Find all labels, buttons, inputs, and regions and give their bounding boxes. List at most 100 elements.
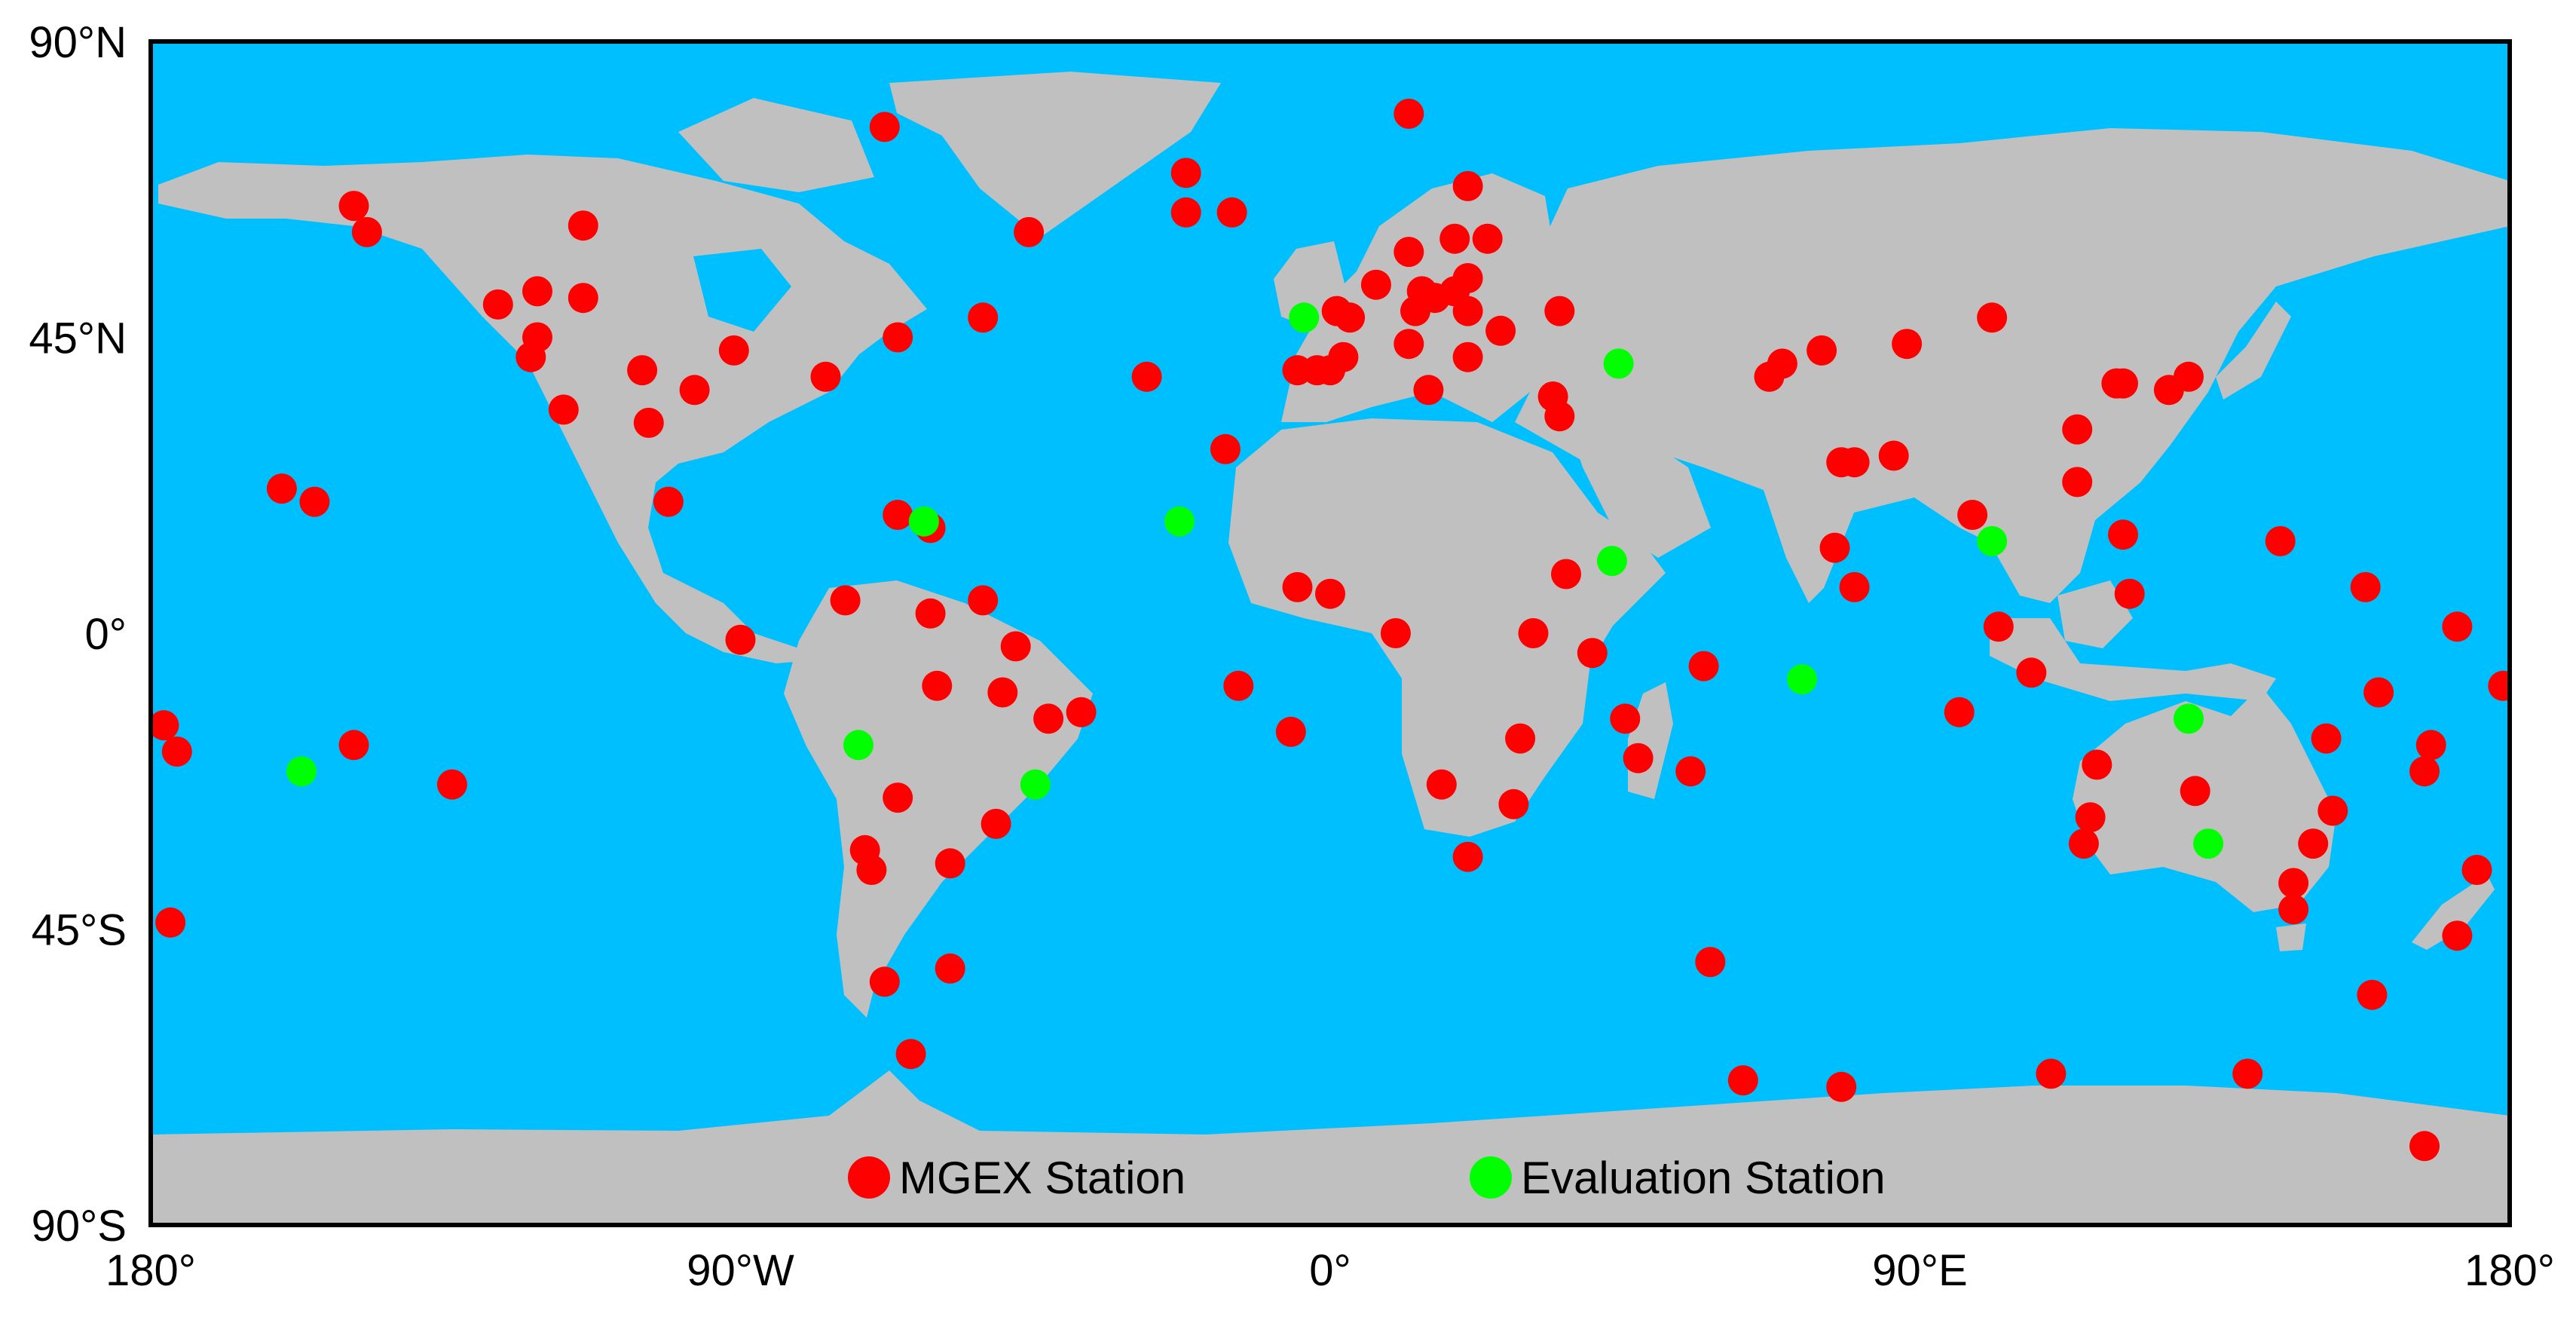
mgex-station-marker xyxy=(830,585,861,616)
evaluation-station-marker xyxy=(1020,769,1051,800)
legend-evaluation-label: Evaluation Station xyxy=(1521,1153,1886,1203)
evaluation-station-marker xyxy=(286,756,317,787)
longitude-tick-label: 0° xyxy=(1309,1246,1351,1295)
antarctica-landmass xyxy=(151,1070,2510,1225)
latitude-tick-label: 0° xyxy=(85,610,127,659)
mgex-station-marker xyxy=(1977,302,2008,333)
mgex-station-marker xyxy=(299,486,330,517)
mgex-station-marker xyxy=(2180,776,2210,807)
mgex-station-marker xyxy=(1360,269,1391,300)
mgex-station-marker xyxy=(1282,571,1313,602)
land-layer xyxy=(151,72,2510,1225)
evaluation-station-markers xyxy=(286,302,2224,859)
mgex-station-marker xyxy=(2317,795,2348,826)
mgex-station-marker xyxy=(1033,703,1064,734)
mgex-station-marker xyxy=(2265,525,2296,556)
hudson-bay-water xyxy=(693,249,791,332)
latitude-tick-labels: 90°N 45°N 0° 45°S 90°S xyxy=(29,18,127,1251)
mgex-station-marker xyxy=(1505,723,1536,754)
mgex-station-marker xyxy=(522,276,552,307)
mgex-station-marker xyxy=(1066,697,1097,727)
evaluation-station-marker xyxy=(2193,828,2224,859)
evaluation-station-marker xyxy=(908,506,939,537)
mgex-station-marker xyxy=(2350,571,2381,602)
mgex-station-marker xyxy=(1380,618,1411,648)
mgex-station-marker xyxy=(1452,841,1483,872)
mgex-station-marker xyxy=(869,112,900,142)
mgex-station-marker xyxy=(1610,703,1641,734)
latitude-tick-label: 45°S xyxy=(32,906,127,955)
mgex-station-marker xyxy=(633,407,664,438)
mgex-station-marker xyxy=(2068,828,2099,859)
mgex-station-marker xyxy=(548,394,579,425)
mgex-station-marker xyxy=(1577,638,1608,669)
mgex-station-marker xyxy=(968,585,999,616)
mgex-station-marker xyxy=(1878,440,1909,471)
mgex-station-marker xyxy=(2363,677,2394,708)
mgex-station-marker xyxy=(2036,1058,2067,1089)
southeast-asia-islands-landmass xyxy=(1990,618,2276,701)
mgex-station-marker xyxy=(1807,335,1837,366)
mgex-station-marker xyxy=(338,191,369,222)
mgex-station-marker xyxy=(1275,716,1306,747)
mgex-station-marker xyxy=(2114,578,2145,609)
mgex-station-marker xyxy=(653,486,684,517)
mgex-station-marker xyxy=(1826,447,1857,478)
mgex-station-marker xyxy=(1892,329,1923,360)
latitude-tick-label: 45°N xyxy=(29,314,127,363)
mgex-station-marker xyxy=(1014,216,1045,247)
mgex-station-marker xyxy=(1426,769,1457,800)
mgex-station-marker xyxy=(1727,1065,1758,1096)
japan-landmass xyxy=(2216,302,2291,400)
latitude-tick-label: 90°S xyxy=(32,1202,127,1251)
mgex-station-marker xyxy=(915,598,946,629)
mgex-station-marker xyxy=(1518,618,1549,648)
map-frame xyxy=(148,39,2512,1227)
mgex-station-marker xyxy=(155,907,186,938)
mgex-station-marker xyxy=(2357,979,2388,1010)
mgex-station-marker xyxy=(436,769,467,800)
longitude-tick-label: 180° xyxy=(106,1246,196,1295)
mgex-station-marker xyxy=(922,670,953,701)
mgex-station-marker xyxy=(1170,197,1201,228)
mgex-station-marker xyxy=(2278,894,2309,925)
mgex-station-marker xyxy=(2082,749,2113,780)
mgex-station-marker xyxy=(2488,670,2510,701)
mgex-station-markers xyxy=(151,98,2510,1162)
mgex-station-marker xyxy=(810,361,841,392)
mgex-station-marker xyxy=(1315,578,1345,609)
mgex-station-marker xyxy=(2311,723,2342,754)
evaluation-station-marker xyxy=(1603,348,1634,379)
mgex-station-marker xyxy=(2108,519,2138,550)
mgex-station-marker xyxy=(856,855,887,885)
legend-evaluation-marker xyxy=(1470,1156,1512,1199)
mgex-station-marker xyxy=(338,730,369,761)
borneo-landmass xyxy=(2057,580,2133,648)
mgex-station-marker xyxy=(2016,657,2047,688)
mgex-station-marker xyxy=(1131,361,1162,392)
mgex-station-marker xyxy=(1544,401,1575,432)
longitude-tick-label: 180° xyxy=(2464,1246,2555,1295)
mgex-station-marker xyxy=(1394,98,1424,129)
evaluation-station-marker xyxy=(1596,546,1627,577)
evaluation-station-marker xyxy=(1787,664,1817,695)
evaluation-station-marker xyxy=(1977,525,2008,556)
mgex-station-marker xyxy=(1439,223,1470,254)
tasmania-landmass xyxy=(2276,923,2306,951)
greenland-landmass xyxy=(889,72,1221,237)
mgex-station-marker xyxy=(1406,276,1437,307)
mgex-station-marker xyxy=(2174,361,2204,392)
mgex-station-marker xyxy=(1452,263,1483,293)
mgex-station-marker xyxy=(1983,611,2014,642)
evaluation-station-marker xyxy=(2174,703,2204,734)
mgex-station-marker xyxy=(1498,789,1529,819)
mgex-station-marker xyxy=(1394,237,1424,268)
mgex-station-marker xyxy=(568,210,598,241)
mgex-station-marker xyxy=(1688,651,1719,681)
mgex-station-marker xyxy=(482,289,513,320)
mgex-station-marker xyxy=(1472,223,1503,254)
mgex-station-marker xyxy=(627,355,658,386)
mgex-station-marker xyxy=(1216,197,1247,228)
mgex-station-marker xyxy=(2442,920,2473,951)
mgex-station-marker xyxy=(1695,947,1726,978)
